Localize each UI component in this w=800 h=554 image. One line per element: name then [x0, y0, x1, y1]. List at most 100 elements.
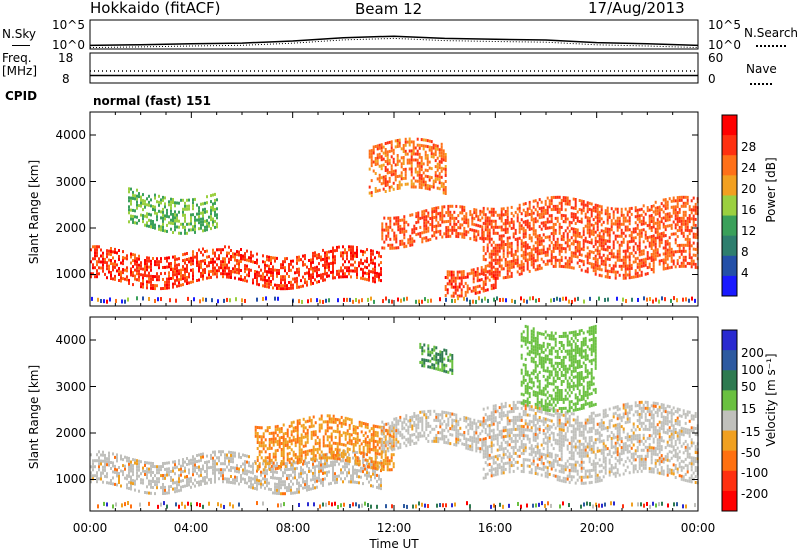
- heat-cell: [232, 478, 234, 482]
- heat-cell: [624, 276, 627, 280]
- heat-cell: [322, 462, 324, 466]
- heat-cell: [538, 207, 541, 211]
- heat-cell: [538, 216, 541, 220]
- heat-cell: [336, 477, 338, 481]
- heat-cell: [574, 198, 577, 201]
- heat-cell: [530, 248, 533, 252]
- heat-cell: [160, 468, 162, 472]
- heat-cell: [457, 220, 460, 224]
- heat-cell: [346, 297, 348, 302]
- heat-cell: [234, 454, 236, 458]
- freq-label: Freq.: [2, 51, 32, 65]
- heat-cell: [272, 274, 274, 278]
- heat-cell: [318, 274, 320, 278]
- heat-cell: [258, 482, 260, 486]
- heat-cell: [481, 298, 483, 303]
- heat-cell: [378, 188, 381, 192]
- heat-cell: [622, 258, 625, 262]
- heat-cell: [128, 471, 130, 475]
- heat-cell: [178, 201, 180, 205]
- heat-cell: [636, 208, 639, 212]
- heat-cell: [401, 218, 404, 222]
- heat-cell: [439, 297, 441, 302]
- heat-cell: [100, 477, 102, 481]
- heat-cell: [214, 192, 216, 196]
- heat-cell: [496, 249, 499, 253]
- heat-cell: [304, 480, 306, 484]
- heat-cell: [500, 213, 503, 217]
- heat-cell: [192, 228, 194, 232]
- heat-cell: [276, 274, 278, 278]
- heat-cell: [340, 275, 342, 279]
- heat-cell: [274, 491, 276, 495]
- heat-cell: [368, 474, 370, 478]
- heat-cell: [546, 220, 549, 224]
- heat-cell: [162, 222, 164, 226]
- heat-cell: [168, 470, 170, 474]
- heat-cell: [502, 228, 505, 232]
- heat-cell: [264, 429, 267, 433]
- heat-cell: [362, 440, 365, 443]
- heat-cell: [342, 471, 344, 475]
- heat-cell: [490, 258, 493, 262]
- heat-cell: [248, 485, 250, 489]
- heat-cell: [682, 258, 685, 262]
- heat-cell: [496, 261, 499, 265]
- heat-cell: [154, 263, 156, 267]
- heat-cell: [328, 250, 330, 254]
- heat-cell: [680, 228, 683, 232]
- heat-cell: [692, 235, 695, 239]
- heat-cell: [108, 463, 110, 467]
- heat-cell: [684, 264, 687, 268]
- heat-cell: [162, 195, 164, 199]
- heat-cell: [186, 207, 188, 211]
- heat-cell: [571, 299, 573, 304]
- heat-cell: [184, 273, 186, 277]
- heat-cell: [274, 256, 276, 260]
- heat-cell: [502, 249, 505, 253]
- heat-cell: [596, 204, 599, 208]
- heat-cell: [176, 486, 178, 490]
- heat-cell: [126, 474, 128, 478]
- heat-cell: [378, 275, 380, 279]
- heat-cell: [660, 259, 663, 263]
- heat-cell: [214, 480, 216, 484]
- heat-cell: [148, 491, 150, 495]
- heat-cell: [512, 259, 515, 263]
- heat-cell: [332, 456, 335, 460]
- heat-cell: [674, 265, 677, 269]
- heat-cell: [610, 252, 613, 256]
- heat-cell: [384, 148, 387, 151]
- heat-cell: [158, 480, 160, 484]
- heat-cell: [96, 474, 98, 478]
- heat-cell: [682, 213, 685, 217]
- heat-cell: [250, 259, 252, 263]
- heat-cell: [282, 438, 285, 442]
- heat-cell: [358, 447, 361, 451]
- heat-cell: [577, 296, 579, 301]
- heat-cell: [624, 261, 627, 265]
- heat-cell: [540, 227, 543, 231]
- heat-cell: [562, 214, 565, 218]
- heat-cell: [420, 162, 423, 166]
- heat-cell: [558, 249, 561, 253]
- heat-cell: [386, 156, 389, 160]
- heat-cell: [248, 268, 250, 272]
- heat-cell: [260, 450, 263, 454]
- heat-cell: [228, 251, 230, 255]
- heat-cell: [361, 298, 363, 303]
- heat-cell: [294, 491, 296, 495]
- heat-cell: [350, 477, 352, 481]
- heat-cell: [456, 288, 459, 292]
- heat-cell: [240, 269, 242, 272]
- heat-cell: [130, 187, 132, 191]
- heat-cell: [574, 228, 577, 231]
- heat-cell: [186, 276, 188, 279]
- heat-cell: [570, 206, 573, 210]
- heat-cell: [642, 258, 645, 262]
- heat-cell: [120, 279, 122, 283]
- heat-cell: [336, 245, 338, 249]
- heat-cell: [224, 462, 226, 466]
- heat-cell: [600, 262, 603, 266]
- heat-cell: [214, 198, 216, 202]
